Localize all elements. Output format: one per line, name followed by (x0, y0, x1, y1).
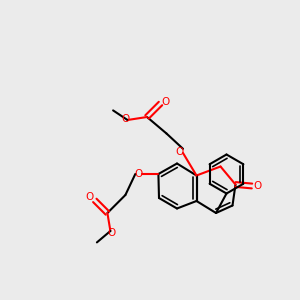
Text: O: O (122, 114, 130, 124)
Text: O: O (108, 227, 116, 238)
Text: O: O (134, 169, 142, 179)
Text: O: O (161, 97, 170, 107)
Text: O: O (175, 147, 184, 158)
Text: O: O (253, 181, 262, 191)
Text: O: O (85, 192, 94, 203)
